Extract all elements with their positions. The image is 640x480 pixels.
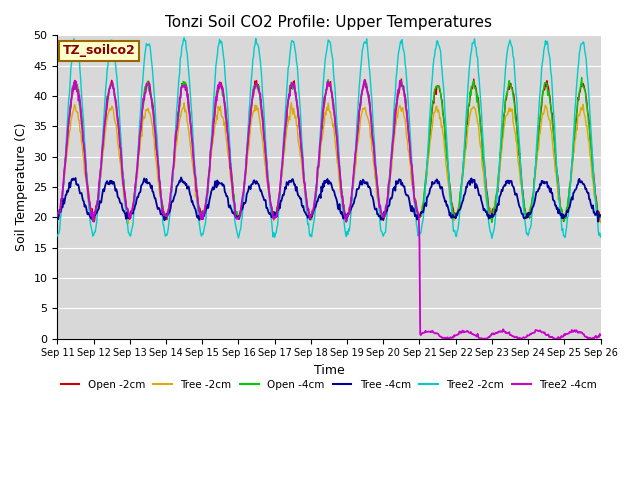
- Open -2cm: [197, 210, 205, 216]
- Open -2cm: [90, 219, 98, 225]
- Tree -2cm: [322, 112, 330, 118]
- Tree -4cm: [321, 180, 329, 186]
- Open -4cm: [427, 120, 435, 125]
- Tree -4cm: [173, 183, 180, 189]
- Tree2 -4cm: [321, 94, 328, 100]
- Open -4cm: [196, 211, 204, 217]
- Line: Tree -2cm: Tree -2cm: [58, 103, 600, 223]
- Tree2 -4cm: [374, 189, 382, 194]
- Open -4cm: [321, 95, 328, 100]
- Open -2cm: [321, 95, 329, 101]
- Tree2 -4cm: [54, 212, 61, 217]
- Open -2cm: [173, 122, 181, 128]
- Open -2cm: [548, 110, 556, 116]
- Tree -4cm: [596, 213, 604, 218]
- Open -4cm: [373, 183, 381, 189]
- Tree -4cm: [54, 215, 61, 221]
- Tree -2cm: [548, 137, 556, 143]
- Open -4cm: [548, 108, 556, 113]
- Tree2 -2cm: [428, 83, 435, 89]
- Tree -2cm: [287, 100, 295, 106]
- Tree2 -2cm: [374, 192, 382, 198]
- Legend: Open -2cm, Tree -2cm, Open -4cm, Tree -4cm, Tree2 -2cm, Tree2 -4cm: Open -2cm, Tree -2cm, Open -4cm, Tree -4…: [56, 376, 602, 394]
- Tree2 -2cm: [197, 231, 205, 237]
- Tree -4cm: [548, 190, 556, 196]
- Line: Tree -4cm: Tree -4cm: [58, 178, 600, 222]
- Open -2cm: [374, 193, 382, 199]
- Open -2cm: [397, 76, 405, 82]
- Tree -2cm: [173, 134, 181, 140]
- Tree -2cm: [428, 124, 436, 130]
- Tree2 -4cm: [443, 336, 451, 342]
- Tree2 -4cm: [548, 334, 556, 340]
- Tree -4cm: [595, 219, 602, 225]
- Open -2cm: [54, 209, 61, 215]
- Open -2cm: [428, 106, 436, 112]
- Tree -4cm: [374, 211, 382, 217]
- Tree2 -2cm: [321, 57, 329, 62]
- Tree -2cm: [54, 213, 61, 219]
- Open -4cm: [173, 127, 180, 132]
- Open -4cm: [488, 219, 496, 225]
- Tree2 -4cm: [173, 127, 180, 132]
- Line: Tree2 -2cm: Tree2 -2cm: [58, 38, 600, 238]
- Tree2 -2cm: [180, 35, 188, 41]
- Tree2 -2cm: [54, 233, 61, 239]
- Line: Tree2 -4cm: Tree2 -4cm: [58, 80, 600, 339]
- Open -4cm: [596, 215, 604, 220]
- Title: Tonzi Soil CO2 Profile: Upper Temperatures: Tonzi Soil CO2 Profile: Upper Temperatur…: [166, 15, 492, 30]
- Tree2 -4cm: [196, 211, 204, 216]
- Tree -4cm: [428, 184, 435, 190]
- Line: Open -2cm: Open -2cm: [58, 79, 600, 222]
- Tree2 -4cm: [428, 329, 435, 335]
- Open -2cm: [596, 214, 604, 219]
- Tree2 -2cm: [488, 235, 496, 241]
- Tree2 -2cm: [596, 234, 604, 240]
- Tree -2cm: [596, 220, 604, 226]
- Y-axis label: Soil Temperature (C): Soil Temperature (C): [15, 123, 28, 251]
- Tree -2cm: [124, 220, 132, 226]
- Line: Open -4cm: Open -4cm: [58, 78, 600, 222]
- Tree2 -2cm: [548, 85, 556, 91]
- X-axis label: Time: Time: [314, 364, 344, 377]
- Tree -4cm: [177, 175, 185, 180]
- Tree2 -4cm: [362, 77, 369, 83]
- Tree -2cm: [375, 202, 383, 208]
- Tree2 -4cm: [596, 332, 604, 338]
- Open -4cm: [54, 216, 61, 222]
- Text: TZ_soilco2: TZ_soilco2: [63, 45, 136, 58]
- Open -4cm: [578, 75, 586, 81]
- Tree2 -2cm: [173, 108, 180, 114]
- Tree -4cm: [197, 213, 205, 218]
- Tree -2cm: [197, 217, 205, 223]
